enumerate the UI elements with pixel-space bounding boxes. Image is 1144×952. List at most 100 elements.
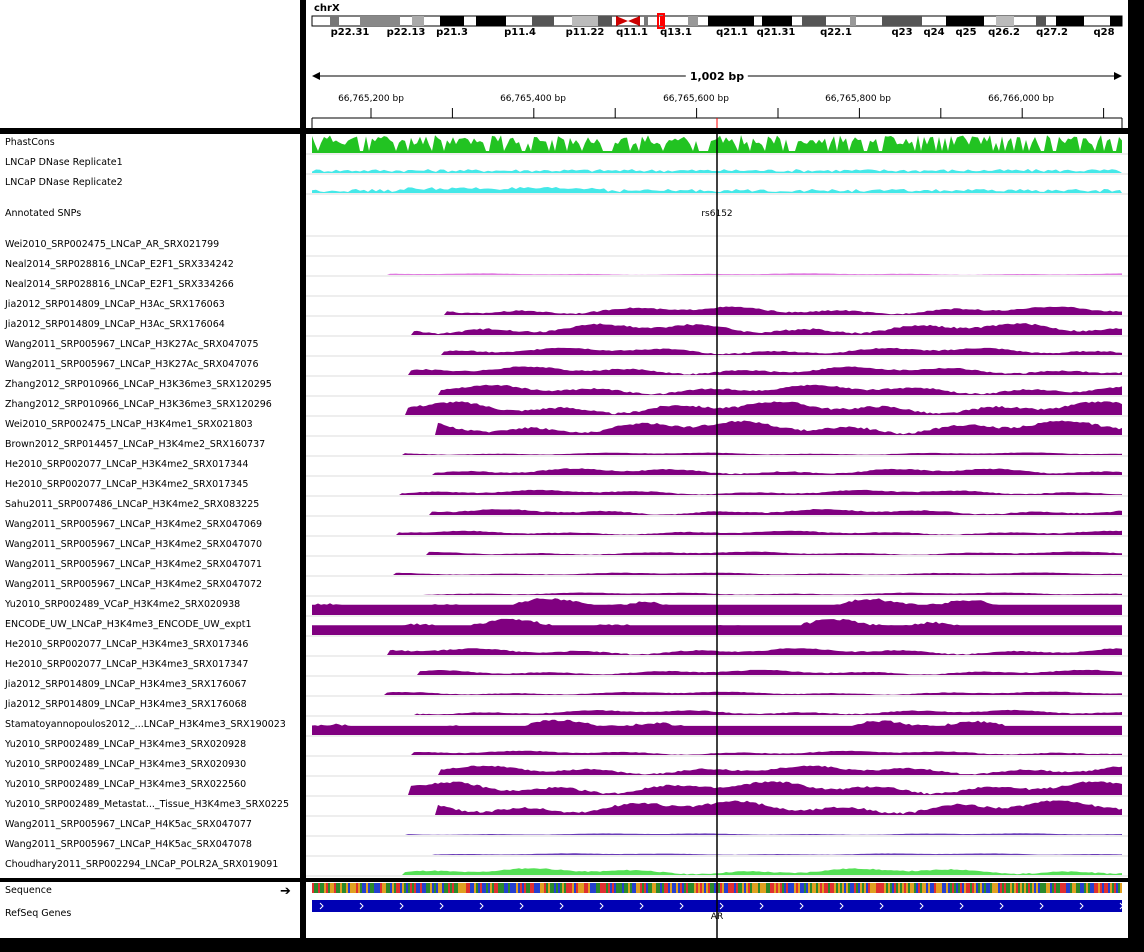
track-name[interactable]: Wei2010_SRP002475_LNCaP_AR_SRX021799 bbox=[5, 239, 220, 250]
sequence-base bbox=[576, 883, 578, 893]
track-name[interactable]: Yu2010_SRP002489_LNCaP_H3K4me3_SRX020928 bbox=[5, 739, 247, 750]
band-label: p11.4 bbox=[504, 27, 536, 38]
refseq-track-label[interactable]: RefSeq Genes bbox=[5, 908, 72, 919]
track-name[interactable]: Jia2012_SRP014809_LNCaP_H3K4me3_SRX17606… bbox=[5, 699, 247, 710]
track-name[interactable]: Annotated SNPs bbox=[5, 208, 82, 219]
track-name[interactable]: Wang2011_SRP005967_LNCaP_H4K5ac_SRX04707… bbox=[5, 819, 252, 830]
track-name[interactable]: Yu2010_SRP002489_Metastat..._Tissue_H3K4… bbox=[5, 799, 289, 810]
track-name[interactable]: Wang2011_SRP005967_LNCaP_H3K4me2_SRX0470… bbox=[5, 539, 263, 550]
sequence-base bbox=[970, 883, 972, 893]
strand-chevron-icon bbox=[799, 902, 804, 910]
sequence-base bbox=[410, 883, 412, 893]
feature-data-panel[interactable]: AR bbox=[306, 882, 1128, 938]
track-name[interactable]: Wang2011_SRP005967_LNCaP_H3K4me2_SRX0470… bbox=[5, 579, 263, 590]
sequence-base bbox=[762, 883, 764, 893]
sequence-and-gene-tracks[interactable] bbox=[306, 882, 1128, 938]
sequence-base bbox=[434, 883, 436, 893]
track-name[interactable]: LNCaP DNase Replicate1 bbox=[5, 157, 123, 168]
track-name[interactable]: He2010_SRP002077_LNCaP_H3K4me3_SRX017347 bbox=[5, 659, 249, 670]
sequence-base bbox=[982, 883, 984, 893]
track-name[interactable]: Jia2012_SRP014809_LNCaP_H3Ac_SRX176063 bbox=[5, 299, 225, 310]
track-name[interactable]: Zhang2012_SRP010966_LNCaP_H3K36me3_SRX12… bbox=[5, 379, 272, 390]
sequence-base bbox=[568, 883, 570, 893]
track-name[interactable]: Jia2012_SRP014809_LNCaP_H3K4me3_SRX17606… bbox=[5, 679, 247, 690]
track-name[interactable]: Wang2011_SRP005967_LNCaP_H3K4me2_SRX0470… bbox=[5, 559, 263, 570]
sequence-base bbox=[506, 883, 508, 893]
track-name[interactable]: Wang2011_SRP005967_LNCaP_H3K27Ac_SRX0470… bbox=[5, 359, 259, 370]
strand-chevron-icon bbox=[719, 902, 724, 910]
track-name[interactable]: PhastCons bbox=[5, 137, 55, 148]
coverage-signal bbox=[312, 468, 1122, 475]
track-name[interactable]: Yu2010_SRP002489_VCaP_H3K4me2_SRX020938 bbox=[5, 599, 241, 610]
sequence-base bbox=[870, 883, 872, 893]
track-name[interactable]: Wei2010_SRP002475_LNCaP_H3K4me1_SRX02180… bbox=[5, 419, 253, 430]
track-name[interactable]: LNCaP DNase Replicate2 bbox=[5, 177, 123, 188]
track-name[interactable]: He2010_SRP002077_LNCaP_H3K4me3_SRX017346 bbox=[5, 639, 249, 650]
sequence-base bbox=[738, 883, 740, 893]
track-name[interactable]: Jia2012_SRP014809_LNCaP_H3Ac_SRX176064 bbox=[5, 319, 225, 330]
track-name[interactable]: Neal2014_SRP028816_LNCaP_E2F1_SRX334242 bbox=[5, 259, 234, 270]
sequence-base bbox=[352, 883, 354, 893]
sequence-base bbox=[1002, 883, 1004, 893]
sequence-base bbox=[564, 883, 566, 893]
sequence-base bbox=[468, 883, 470, 893]
band-label: q11.1 bbox=[616, 27, 648, 38]
track-name[interactable]: Zhang2012_SRP010966_LNCaP_H3K36me3_SRX12… bbox=[5, 399, 272, 410]
track-name[interactable]: Wang2011_SRP005967_LNCaP_H3K27Ac_SRX0470… bbox=[5, 339, 259, 350]
sequence-base bbox=[1048, 883, 1050, 893]
track-name[interactable]: Choudhary2011_SRP002294_LNCaP_POLR2A_SRX… bbox=[5, 859, 279, 870]
track-name[interactable]: He2010_SRP002077_LNCaP_H3K4me2_SRX017344 bbox=[5, 459, 249, 470]
ruler-tick-label: 66,766,000 bp bbox=[988, 94, 1054, 104]
sequence-base bbox=[354, 883, 356, 893]
sequence-base bbox=[548, 883, 550, 893]
sequence-base bbox=[648, 883, 650, 893]
track-name-panel[interactable]: PhastCons LNCaP DNase Replicate1 LNCaP DNa… bbox=[0, 134, 300, 878]
track-name[interactable]: Yu2010_SRP002489_LNCaP_H3K4me3_SRX022560 bbox=[5, 779, 247, 790]
track-name[interactable]: Yu2010_SRP002489_LNCaP_H3K4me3_SRX020930 bbox=[5, 759, 247, 770]
ideogram-band bbox=[440, 16, 464, 26]
chromosome-ideogram[interactable] bbox=[306, 0, 1128, 128]
sequence-base bbox=[334, 883, 336, 893]
sequence-base bbox=[516, 883, 518, 893]
sequence-base bbox=[534, 883, 536, 893]
sequence-base bbox=[756, 883, 758, 893]
track-name[interactable]: Brown2012_SRP014457_LNCaP_H3K4me2_SRX160… bbox=[5, 439, 266, 450]
right-arrow-icon[interactable]: ➔ bbox=[280, 884, 291, 899]
sequence-base bbox=[936, 883, 938, 893]
sequence-base bbox=[906, 883, 908, 893]
sequence-track-label[interactable]: Sequence bbox=[5, 885, 52, 896]
track-name[interactable]: Neal2014_SRP028816_LNCaP_E2F1_SRX334266 bbox=[5, 279, 234, 290]
sequence-base bbox=[820, 883, 822, 893]
span-length-label: 1,002 bp bbox=[685, 70, 749, 83]
ideogram-band bbox=[802, 16, 826, 26]
sequence-base bbox=[946, 883, 948, 893]
track-name[interactable]: Stamatoyannopoulos2012_...LNCaP_H3K4me3_… bbox=[5, 719, 286, 730]
sequence-base bbox=[950, 883, 952, 893]
sequence-base bbox=[390, 883, 392, 893]
sequence-base bbox=[880, 883, 882, 893]
sequence-base bbox=[330, 883, 332, 893]
snp-label[interactable]: rs6152 bbox=[701, 209, 733, 219]
track-name[interactable]: Sahu2011_SRP007486_LNCaP_H3K4me2_SRX0832… bbox=[5, 499, 260, 510]
feature-name-panel[interactable]: Sequence ➔ RefSeq Genes bbox=[0, 882, 300, 938]
sequence-base bbox=[788, 883, 790, 893]
sequence-base bbox=[494, 883, 496, 893]
sequence-base bbox=[316, 883, 318, 893]
sequence-base bbox=[790, 883, 792, 893]
track-name[interactable]: Wang2011_SRP005967_LNCaP_H3K4me2_SRX0470… bbox=[5, 519, 263, 530]
sequence-base bbox=[596, 883, 598, 893]
track-name[interactable]: Wang2011_SRP005967_LNCaP_H4K5ac_SRX04707… bbox=[5, 839, 252, 850]
ideogram-band bbox=[688, 16, 698, 26]
track-signals[interactable] bbox=[306, 134, 1128, 878]
track-name[interactable]: ENCODE_UW_LNCaP_H3K4me3_ENCODE_UW_expt1 bbox=[5, 619, 252, 630]
header-data-panel[interactable]: chrX p22.31 p22.13 p21.3 p11.4 p11.22 q11.1 q1… bbox=[306, 0, 1128, 128]
sequence-base bbox=[674, 883, 676, 893]
sequence-base bbox=[962, 883, 964, 893]
sequence-base bbox=[1082, 883, 1084, 893]
track-data-panel[interactable]: rs6152 bbox=[306, 134, 1128, 878]
ruler-tick-label: 66,765,600 bp bbox=[663, 94, 729, 104]
gene-name-label[interactable]: AR bbox=[710, 912, 724, 922]
track-name[interactable]: He2010_SRP002077_LNCaP_H3K4me2_SRX017345 bbox=[5, 479, 249, 490]
sequence-base bbox=[372, 883, 374, 893]
dnase-signal bbox=[312, 187, 1122, 193]
